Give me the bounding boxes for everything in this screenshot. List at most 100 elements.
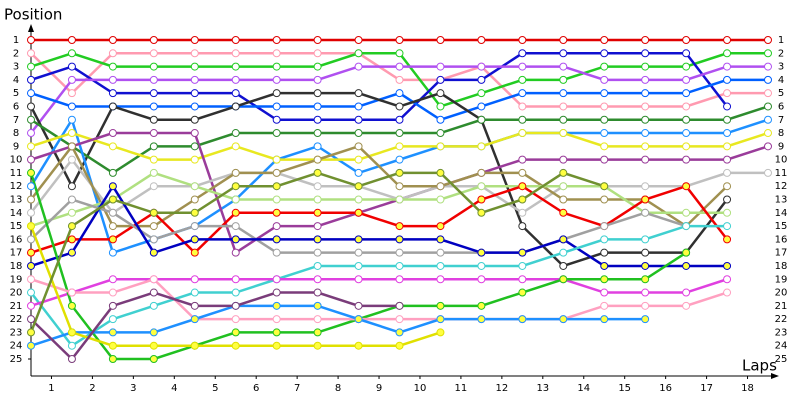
point	[190, 235, 199, 244]
y-tick-label: 5	[13, 88, 19, 99]
point	[108, 49, 117, 58]
point	[149, 288, 158, 297]
point	[231, 341, 240, 350]
point	[231, 168, 240, 177]
point	[559, 248, 568, 257]
point	[477, 142, 486, 151]
point	[27, 222, 35, 231]
point	[600, 155, 609, 164]
point	[67, 182, 76, 191]
point	[518, 208, 527, 217]
point	[354, 182, 363, 191]
y-tick-label-right: 15	[775, 221, 788, 232]
point	[682, 248, 691, 257]
point	[190, 62, 199, 71]
y-tick-label: 22	[10, 314, 23, 325]
x-tick-label: 7	[294, 383, 300, 394]
point	[108, 328, 117, 337]
point	[149, 155, 158, 164]
point	[27, 315, 35, 324]
y-tick-label: 7	[13, 115, 19, 126]
point	[231, 49, 240, 58]
point	[723, 195, 732, 204]
point	[272, 62, 281, 71]
point	[313, 168, 322, 177]
point	[641, 195, 650, 204]
point	[27, 288, 35, 297]
point	[436, 328, 445, 337]
y-tick-label-right: 2	[778, 48, 784, 59]
point	[231, 328, 240, 337]
point	[641, 115, 650, 124]
point	[231, 75, 240, 84]
point	[641, 208, 650, 217]
y-tick-label: 14	[10, 208, 23, 219]
point	[354, 62, 363, 71]
point	[27, 275, 35, 284]
point	[313, 75, 322, 84]
point	[27, 195, 35, 204]
point	[682, 261, 691, 270]
point	[436, 89, 445, 98]
point	[108, 182, 117, 191]
point	[108, 222, 117, 231]
point	[27, 248, 35, 257]
y-tick-label-right: 18	[775, 261, 788, 272]
point	[108, 75, 117, 84]
series-line	[29, 91, 729, 268]
y-tick-label-right: 8	[778, 128, 784, 139]
point	[559, 102, 568, 111]
point	[313, 248, 322, 257]
point	[108, 208, 117, 217]
point	[190, 36, 199, 44]
point	[518, 102, 527, 111]
point	[108, 62, 117, 71]
point	[108, 355, 117, 363]
point	[108, 102, 117, 111]
point	[67, 75, 76, 84]
point	[682, 222, 691, 231]
point	[682, 102, 691, 111]
point	[518, 248, 527, 257]
point	[436, 62, 445, 71]
series-line	[30, 183, 728, 268]
point	[27, 142, 35, 151]
y-tick-label: 13	[10, 195, 23, 206]
point	[682, 142, 691, 151]
point	[272, 301, 281, 310]
point	[477, 75, 486, 84]
point	[313, 328, 322, 337]
point	[723, 261, 732, 270]
point	[641, 155, 650, 164]
point	[641, 89, 650, 98]
point	[190, 155, 199, 164]
point	[723, 75, 732, 84]
point	[354, 36, 363, 44]
point	[272, 36, 281, 44]
point	[149, 115, 158, 124]
point	[600, 36, 609, 44]
y-tick-label: 3	[13, 62, 19, 73]
point	[436, 115, 445, 124]
y-tick-label: 12	[10, 181, 23, 192]
point	[231, 62, 240, 71]
point	[477, 168, 486, 177]
point	[518, 129, 527, 138]
y-tick-label-right: 3	[778, 62, 784, 73]
point	[190, 222, 199, 231]
point	[395, 222, 404, 231]
point	[272, 235, 281, 244]
series-line	[30, 278, 728, 308]
point	[313, 182, 322, 191]
point	[559, 129, 568, 138]
point	[313, 208, 322, 217]
point	[764, 75, 772, 84]
point	[518, 288, 527, 297]
point	[723, 89, 732, 98]
point	[149, 168, 158, 177]
y-tick-label-right: 9	[778, 141, 784, 152]
point	[272, 341, 281, 350]
point	[764, 49, 772, 58]
point	[272, 155, 281, 164]
point	[354, 315, 363, 324]
